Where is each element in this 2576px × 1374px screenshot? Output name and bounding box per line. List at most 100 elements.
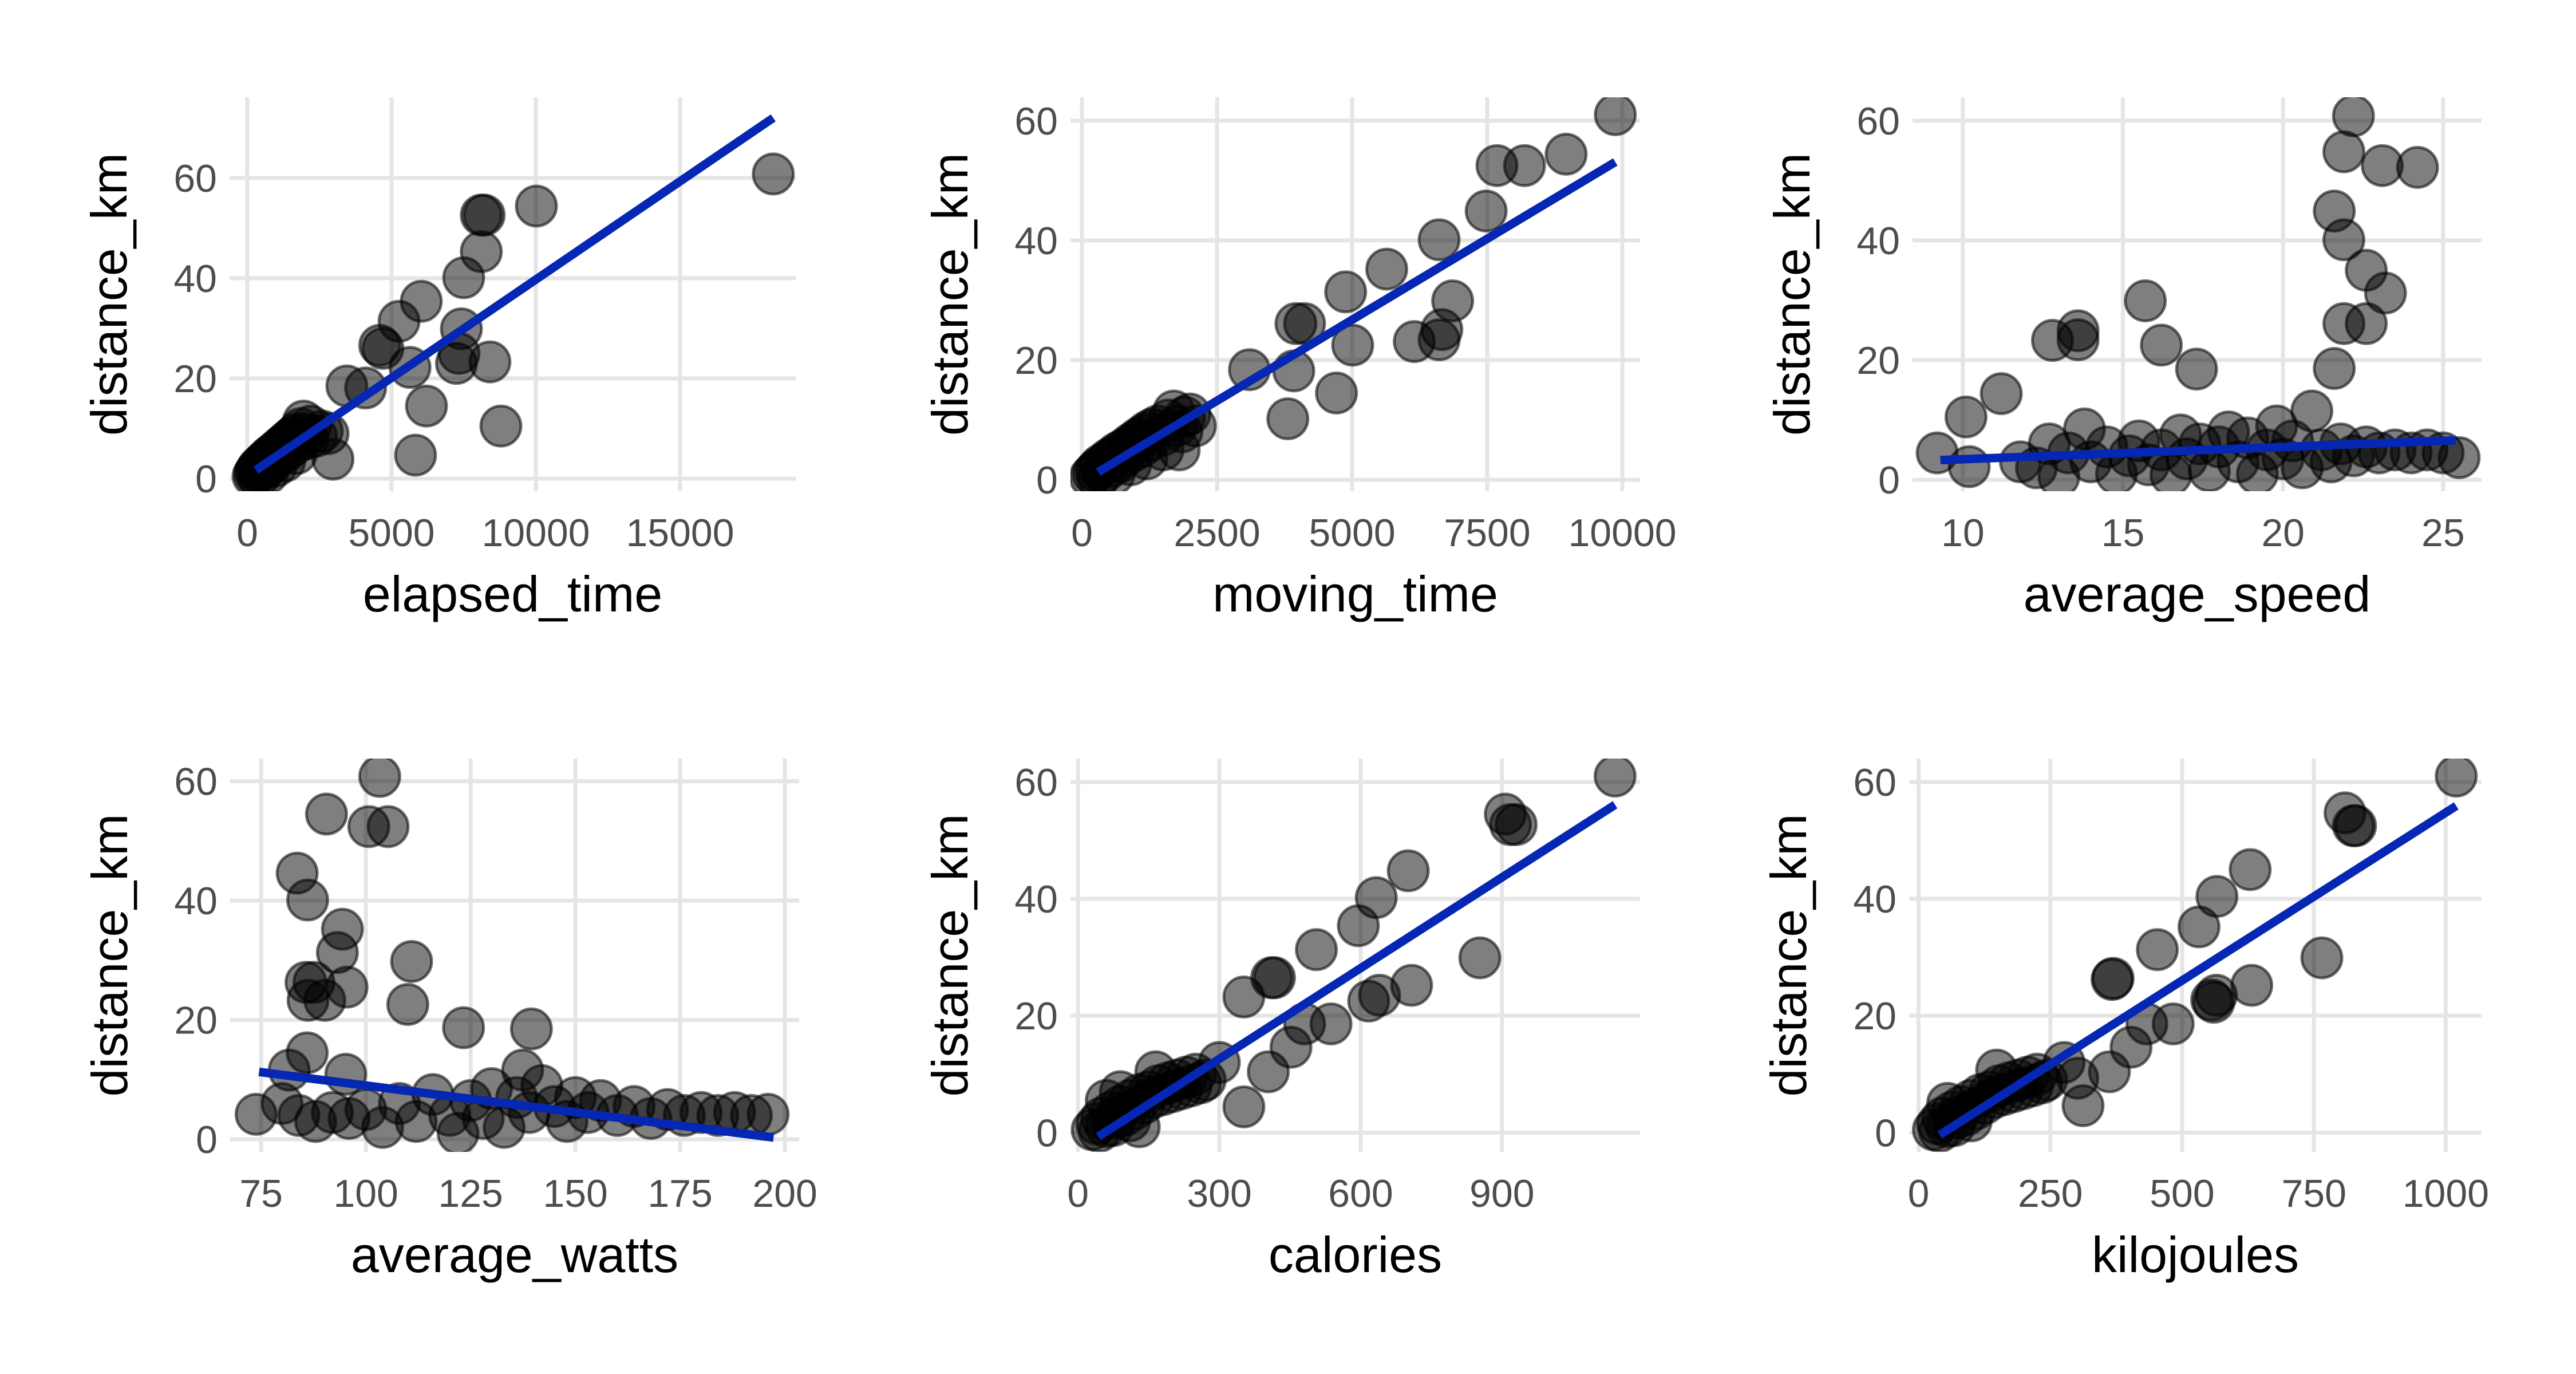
y-tick-label: 60 xyxy=(1853,761,1897,804)
data-point xyxy=(2334,804,2377,847)
data-point xyxy=(390,939,433,983)
y-tick-label: 0 xyxy=(196,1118,218,1162)
data-point xyxy=(746,1092,790,1136)
x-axis-title: calories xyxy=(1269,1226,1442,1283)
regression-line xyxy=(1937,802,2459,1139)
x-tick-label: 750 xyxy=(2281,1172,2346,1215)
data-point xyxy=(2229,848,2272,891)
data-point xyxy=(303,978,346,1022)
y-axis-title: distance_km xyxy=(922,814,978,1096)
data-point xyxy=(1315,372,1358,415)
x-tick-label: 100 xyxy=(333,1172,398,1215)
y-tick-label: 0 xyxy=(1878,459,1900,502)
data-point xyxy=(1331,323,1374,367)
data-point xyxy=(1222,975,1266,1018)
data-point xyxy=(2175,348,2218,391)
y-tick-label: 60 xyxy=(173,157,217,200)
x-tick-label: 600 xyxy=(1328,1172,1393,1215)
data-point xyxy=(2192,981,2235,1024)
x-tick-label: 10 xyxy=(1941,511,1985,555)
data-point xyxy=(1495,803,1538,846)
x-tick-label: 500 xyxy=(2150,1172,2214,1215)
points xyxy=(231,152,795,491)
data-point xyxy=(442,256,485,299)
data-point xyxy=(1266,397,1310,440)
x-tick-label: 200 xyxy=(752,1172,817,1215)
data-point xyxy=(1594,97,1637,136)
data-point xyxy=(752,152,795,196)
x-tick-label: 0 xyxy=(1071,511,1093,555)
data-point xyxy=(1347,980,1390,1023)
panel-average_watts: 75 100 125 150 175 200 0 20 40 60 average_watts dis… xyxy=(81,759,817,1283)
y-axis-title: distance_km xyxy=(81,153,137,436)
x-tick-label: 10000 xyxy=(481,511,590,555)
data-point xyxy=(1544,132,1588,176)
x-tick-label: 300 xyxy=(1187,1172,1251,1215)
data-point xyxy=(2322,218,2365,262)
gridlines xyxy=(230,97,796,491)
data-point xyxy=(386,983,429,1026)
data-point xyxy=(509,1007,553,1051)
x-tick-label: 10000 xyxy=(1568,511,1676,555)
data-point xyxy=(1980,372,2023,416)
x-tick-label: 0 xyxy=(1908,1172,1930,1215)
data-point xyxy=(1295,928,1338,972)
data-point xyxy=(2435,759,2478,798)
y-tick-label: 40 xyxy=(174,879,218,923)
y-tick-label: 60 xyxy=(1014,761,1058,804)
data-point xyxy=(2140,323,2183,367)
data-point xyxy=(442,1006,485,1049)
data-point xyxy=(468,340,512,384)
x-tick-label: 175 xyxy=(647,1172,712,1215)
data-point xyxy=(1274,302,1318,345)
panel-moving_time: 0 2500 5000 7500 10000 0 20 40 60 moving_time dist… xyxy=(922,97,1677,622)
x-tick-label: 0 xyxy=(236,511,258,555)
data-point xyxy=(2313,347,2356,390)
x-tick-label: 15 xyxy=(2101,511,2145,555)
regression-line xyxy=(1096,158,1618,476)
y-tick-label: 20 xyxy=(173,357,217,401)
points xyxy=(1911,759,2478,1152)
y-tick-label: 60 xyxy=(1014,100,1058,143)
data-point xyxy=(1417,218,1461,262)
y-tick-label: 20 xyxy=(1853,994,1897,1038)
y-tick-label: 20 xyxy=(174,999,218,1043)
x-tick-label: 5000 xyxy=(348,511,434,555)
data-point xyxy=(366,805,410,848)
data-point xyxy=(2056,318,2100,361)
points xyxy=(1915,97,2481,491)
x-tick-label: 7500 xyxy=(1444,511,1530,555)
panel-calories: 0 300 600 900 0 20 40 60 calories distance_km xyxy=(922,759,1640,1283)
panel-kilojoules: 0 250 500 750 1000 0 20 40 60 kilojoules distance_… xyxy=(1760,759,2489,1283)
data-point xyxy=(2091,957,2135,1000)
data-point xyxy=(405,384,448,428)
data-point xyxy=(1947,445,1991,488)
data-point xyxy=(1324,270,1368,314)
x-axis-title: average_watts xyxy=(351,1226,678,1283)
data-point xyxy=(2300,936,2344,980)
data-point xyxy=(1365,247,1408,291)
regression-line xyxy=(253,114,776,474)
gridlines xyxy=(1909,759,2482,1152)
data-point xyxy=(2332,97,2375,137)
y-tick-label: 40 xyxy=(173,257,217,301)
x-tick-label: 15000 xyxy=(626,511,734,555)
data-point xyxy=(2322,130,2365,173)
data-point xyxy=(305,792,348,836)
panel-average_speed: 10 15 20 25 0 20 40 60 average_speed distance_km xyxy=(1764,97,2482,622)
x-tick-label: 5000 xyxy=(1309,511,1395,555)
data-point xyxy=(2345,302,2388,345)
data-point xyxy=(1593,759,1637,798)
data-point xyxy=(515,184,558,228)
x-tick-label: 75 xyxy=(239,1172,283,1215)
data-point xyxy=(1503,144,1546,187)
data-point xyxy=(2364,271,2407,315)
y-axis-title: distance_km xyxy=(81,814,138,1096)
regression-line xyxy=(1940,436,2456,465)
x-tick-label: 900 xyxy=(1469,1172,1534,1215)
gridlines xyxy=(230,759,799,1152)
regression-line xyxy=(1096,801,1618,1140)
data-point xyxy=(1253,956,1296,1000)
data-point xyxy=(2136,928,2179,972)
